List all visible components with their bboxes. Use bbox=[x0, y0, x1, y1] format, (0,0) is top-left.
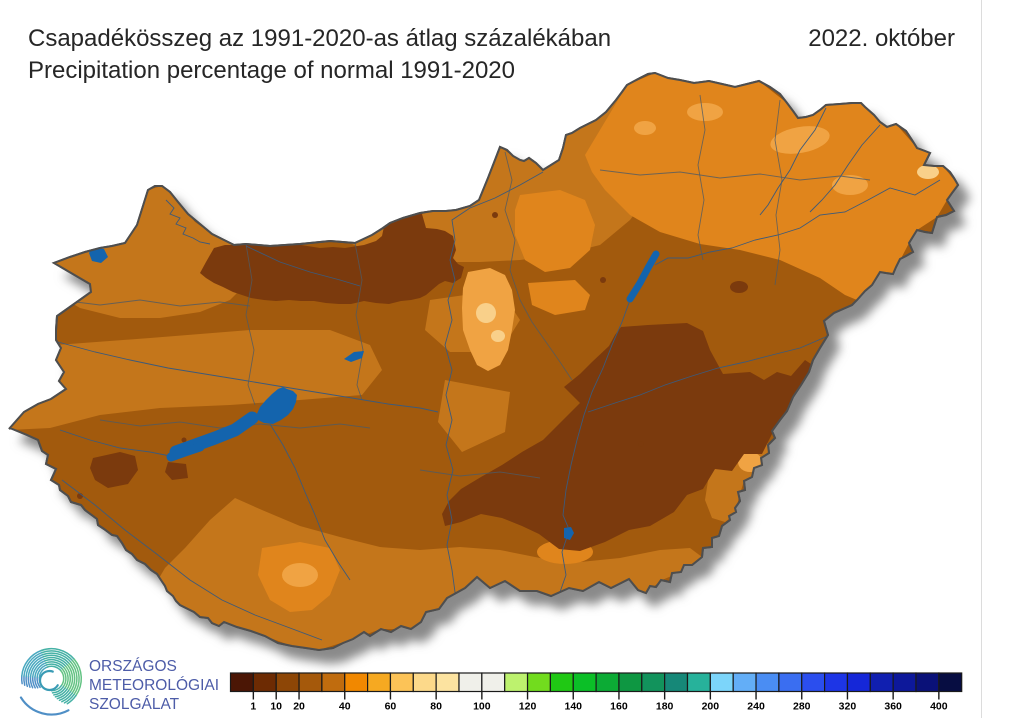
svg-text:20: 20 bbox=[293, 701, 305, 713]
svg-text:Csapadékösszeg az 1991-2020-as: Csapadékösszeg az 1991-2020-as átlag szá… bbox=[28, 25, 611, 52]
svg-text:160: 160 bbox=[610, 701, 628, 713]
svg-text:400: 400 bbox=[930, 701, 948, 713]
svg-text:200: 200 bbox=[702, 701, 720, 713]
svg-text:ORSZÁGOS: ORSZÁGOS bbox=[89, 658, 177, 675]
svg-text:SZOLGÁLAT: SZOLGÁLAT bbox=[89, 696, 180, 713]
svg-text:320: 320 bbox=[839, 701, 857, 713]
svg-text:120: 120 bbox=[519, 701, 537, 713]
svg-text:Precipitation percentage of no: Precipitation percentage of normal 1991-… bbox=[28, 57, 515, 84]
svg-text:360: 360 bbox=[884, 701, 902, 713]
svg-text:240: 240 bbox=[747, 701, 765, 713]
svg-text:10: 10 bbox=[270, 701, 282, 713]
svg-text:140: 140 bbox=[564, 701, 582, 713]
svg-text:METEOROLÓGIAI: METEOROLÓGIAI bbox=[89, 677, 219, 694]
svg-text:180: 180 bbox=[656, 701, 674, 713]
svg-text:60: 60 bbox=[385, 701, 397, 713]
svg-text:1: 1 bbox=[250, 701, 256, 713]
svg-text:40: 40 bbox=[339, 701, 351, 713]
svg-text:2022. október: 2022. október bbox=[808, 25, 955, 52]
svg-text:80: 80 bbox=[430, 701, 442, 713]
svg-text:280: 280 bbox=[793, 701, 811, 713]
svg-text:100: 100 bbox=[473, 701, 491, 713]
